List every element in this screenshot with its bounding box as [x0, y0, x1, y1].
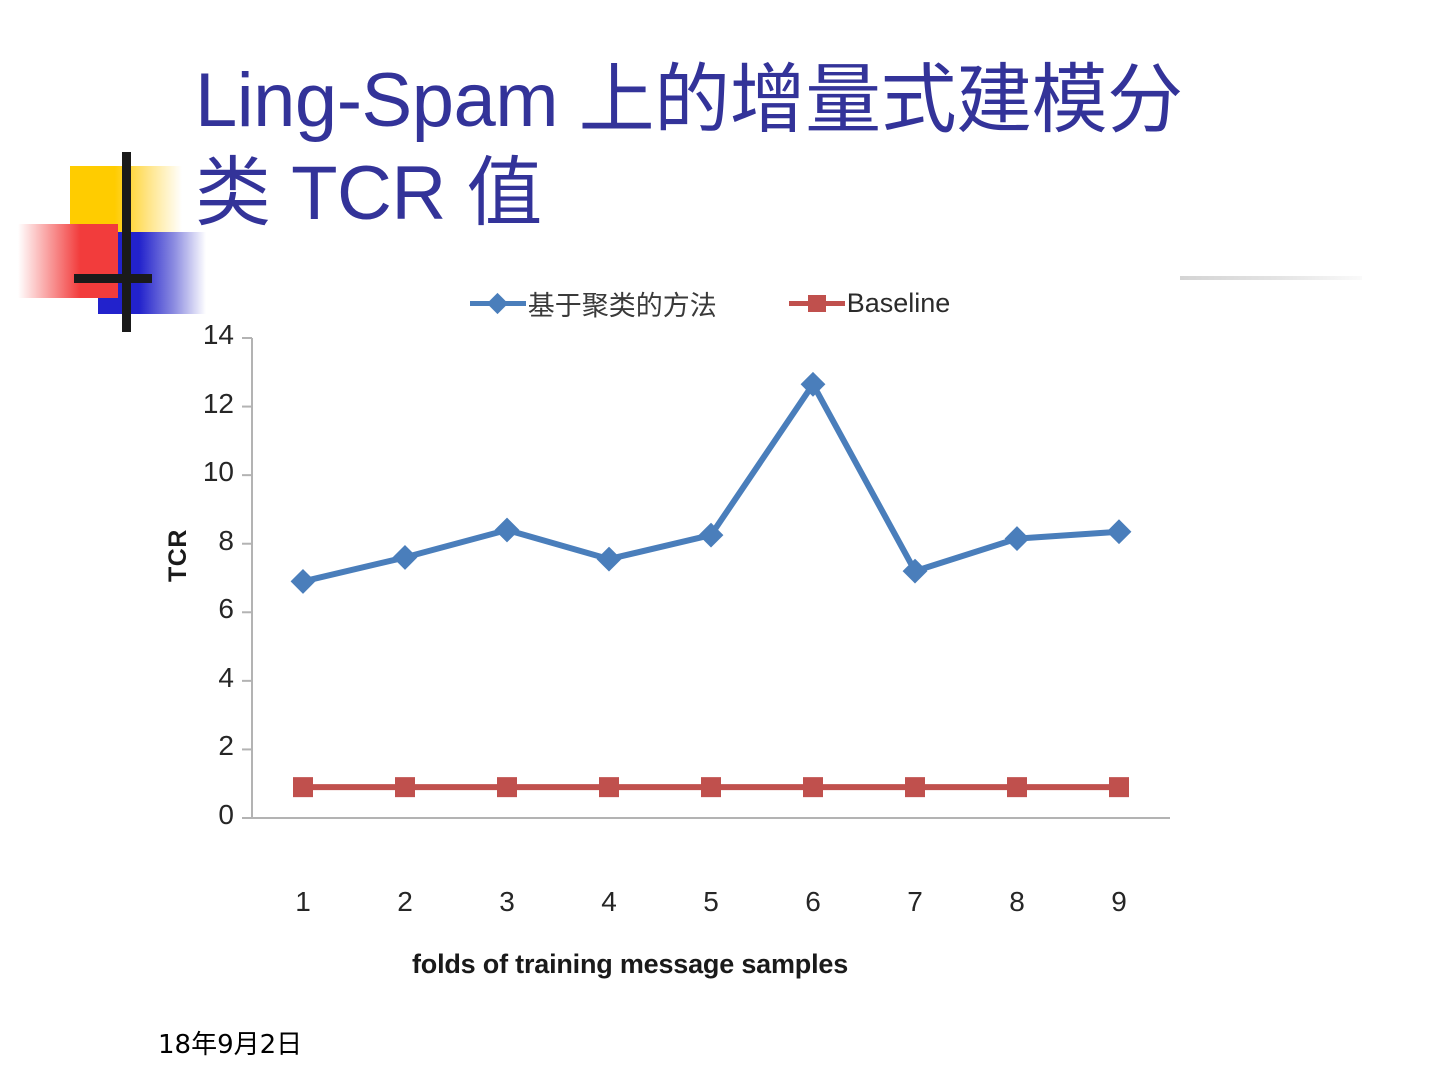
legend-item-cluster-method: 基于聚类的方法 [469, 284, 717, 323]
header-divider [1180, 276, 1362, 280]
y-tick-label: 8 [218, 524, 234, 556]
legend-label-series-1: Baseline [846, 287, 951, 318]
y-tick-label: 6 [218, 593, 234, 625]
legend-item-baseline: Baseline [788, 287, 951, 319]
data-point-marker [290, 569, 316, 594]
page-title: Ling-Spam 上的增量式建模分 类 TCR 值 [195, 58, 1183, 236]
data-point-marker [1004, 526, 1030, 551]
data-point-marker [698, 522, 724, 548]
data-point-marker [497, 777, 517, 798]
footer-date: 18年9月2日 [158, 1030, 303, 1060]
legend-marker-diamond-icon [469, 292, 526, 315]
x-axis-title: folds of training message samples [160, 949, 1190, 980]
x-tick-label: 7 [907, 886, 923, 917]
y-tick-label: 12 [202, 387, 234, 419]
logo-vertical-bar [122, 152, 131, 332]
series-line-0 [300, 381, 1122, 585]
y-tick-label: 2 [218, 730, 234, 762]
y-tick-label: 14 [202, 319, 234, 350]
data-point-marker [800, 371, 826, 397]
data-point-marker [599, 777, 619, 798]
chart-plot-wrapper: TCR 0 2 4 6 8 10 12 14 folds of training messag… [160, 319, 1190, 979]
x-axis-title-text: folds of training message samples [411, 949, 849, 979]
data-point-marker [803, 777, 823, 798]
data-point-marker [902, 558, 928, 584]
y-axis-tick-labels: 0 2 4 6 8 10 12 14 [182, 319, 234, 864]
chart-legend: 基于聚类的方法 Baseline [410, 282, 1010, 324]
data-point-marker [596, 546, 622, 572]
legend-square-shape [807, 295, 826, 312]
data-point-marker [293, 777, 313, 798]
decorative-logo [18, 152, 218, 332]
x-tick-label: 2 [397, 886, 413, 917]
y-tick-label: 0 [218, 799, 234, 830]
data-point-marker [494, 517, 520, 543]
logo-red-square [18, 224, 118, 298]
chart-svg [242, 337, 1170, 819]
legend-marker-square-icon [788, 293, 845, 313]
tcr-line-chart: 基于聚类的方法 Baseline TCR 0 2 4 6 8 10 12 14 folds o… [160, 282, 1190, 979]
x-tick-label: 6 [805, 886, 821, 917]
logo-horizontal-bar [74, 274, 152, 283]
legend-label-series-0: 基于聚类的方法 [527, 290, 717, 322]
x-tick-label: 1 [295, 886, 311, 917]
data-point-marker [395, 777, 415, 798]
legend-diamond-shape [486, 292, 508, 315]
data-point-marker [905, 777, 925, 798]
data-point-marker [392, 545, 418, 570]
x-tick-label: 4 [601, 886, 617, 917]
x-tick-label: 3 [499, 886, 515, 917]
data-point-marker [1109, 777, 1129, 798]
data-point-marker [1106, 519, 1132, 545]
y-tick-label: 10 [202, 456, 234, 488]
data-point-marker [1007, 777, 1027, 798]
x-tick-label: 9 [1111, 886, 1127, 917]
x-tick-label: 8 [1009, 886, 1025, 917]
y-tick-label: 4 [218, 661, 234, 693]
x-tick-label: 5 [703, 886, 719, 917]
data-point-marker [701, 777, 721, 798]
